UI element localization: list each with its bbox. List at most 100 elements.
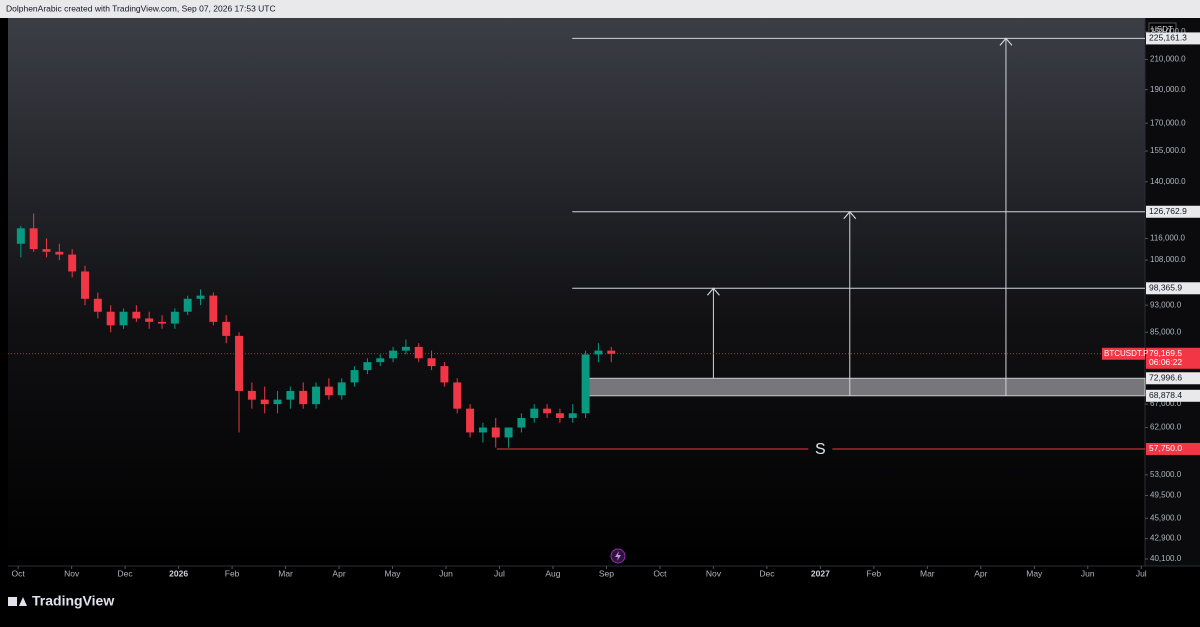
x-tick-label: Aug — [545, 568, 560, 578]
y-tick-label: 45,900.0 — [1150, 513, 1182, 522]
candle-body — [183, 298, 192, 312]
candle-body — [299, 390, 308, 405]
x-tick-label: Sep — [599, 568, 614, 578]
symbol-box — [1102, 347, 1145, 360]
y-tick-label: 62,000.0 — [1150, 423, 1182, 432]
candle-body — [119, 311, 128, 326]
candle-body — [235, 335, 244, 391]
candle-body — [42, 249, 51, 252]
x-tick-label: May — [1026, 568, 1043, 578]
y-tick-label: 140,000.0 — [1150, 177, 1186, 186]
candle-body — [29, 228, 38, 250]
zone-label: 72,996.6 — [1149, 373, 1182, 383]
candle-body — [401, 346, 410, 351]
candle-body — [312, 386, 321, 405]
zone-label: 68,878.4 — [1149, 390, 1182, 400]
logo-mark — [8, 597, 17, 606]
y-tick-label: 230,000.0 — [1150, 27, 1186, 36]
y-tick-label: 67,000.0 — [1150, 399, 1182, 408]
candle-body — [389, 350, 398, 359]
x-tick-label: 2027 — [811, 568, 830, 578]
candle-body — [568, 413, 577, 418]
candle-body — [286, 390, 295, 400]
y-tick-label: 49,500.0 — [1150, 491, 1182, 500]
support-label: 57,750.0 — [1149, 443, 1182, 453]
y-tick-label: 85,000.0 — [1150, 327, 1182, 336]
candle-body — [273, 399, 282, 405]
y-tick-label: 40,100.0 — [1150, 554, 1182, 563]
header-text: DolphenArabic created with TradingView.c… — [6, 3, 276, 13]
candle-body — [196, 295, 205, 299]
zone-label-box — [1146, 389, 1200, 402]
zone — [584, 377, 1146, 397]
currency: USDT — [1151, 25, 1173, 34]
candle-body — [440, 366, 449, 383]
candle-body — [209, 295, 218, 322]
x-tick-label: Apr — [974, 568, 987, 578]
candle-body — [93, 298, 102, 312]
brand: TradingView — [32, 593, 114, 609]
x-tick-label: Jul — [1136, 568, 1147, 578]
x-tick-label: Nov — [64, 568, 80, 578]
candle-body — [68, 254, 77, 272]
target-label: 225,161.3 — [1149, 33, 1187, 43]
plot-area — [8, 18, 1145, 566]
candle-body — [170, 311, 179, 324]
tradingview-logo: TradingView — [8, 593, 114, 609]
candle-body — [158, 321, 167, 324]
y-tick-label: 93,000.0 — [1150, 300, 1182, 309]
candle-body — [530, 408, 539, 418]
candle-body — [427, 358, 436, 367]
candle-body — [491, 427, 500, 438]
x-tick-label: Dec — [759, 568, 775, 578]
y-tick-label: 155,000.0 — [1150, 146, 1186, 155]
support-label-box — [1146, 442, 1200, 455]
target-label-box — [1146, 32, 1200, 45]
candle-body — [517, 417, 526, 428]
header-bar — [0, 0, 1200, 18]
y-tick-label: 116,000.0 — [1150, 234, 1186, 243]
candle-body — [145, 318, 154, 322]
candle-body — [414, 346, 423, 359]
countdown: 06:06:22 — [1149, 357, 1182, 367]
y-tick-label: 210,000.0 — [1150, 55, 1186, 64]
candle-body — [337, 382, 346, 396]
x-tick-label: Mar — [920, 568, 935, 578]
candle-body — [594, 350, 603, 355]
zone-label-box — [1146, 372, 1200, 385]
candle-body — [543, 408, 552, 414]
x-tick-label: 2026 — [169, 568, 188, 578]
candle-body — [376, 358, 385, 363]
candle-body — [55, 251, 64, 255]
candle-body — [81, 271, 89, 299]
candle-body — [132, 311, 141, 319]
target-label-box — [1146, 205, 1200, 218]
events-icon-bolt — [615, 551, 621, 561]
x-tick-label: Feb — [867, 568, 882, 578]
candle-body — [106, 311, 115, 326]
x-tick-label: Oct — [12, 568, 26, 578]
candle-body — [350, 370, 359, 383]
x-tick-label: Jun — [1081, 568, 1095, 578]
candle-body — [478, 427, 487, 433]
candle-body — [453, 382, 462, 409]
x-tick-label: Dec — [118, 568, 134, 578]
candle-body — [504, 427, 513, 438]
candle-body — [260, 399, 269, 405]
candle-body — [324, 386, 333, 396]
x-tick-label: Feb — [225, 568, 240, 578]
last-price-label: 79,169.5 — [1149, 348, 1182, 358]
target-label: 126,762.9 — [1149, 206, 1187, 216]
y-tick-label: 42,900.0 — [1150, 534, 1182, 543]
y-tick-label: 53,000.0 — [1150, 470, 1182, 479]
candle-body — [16, 228, 25, 244]
candle-body — [247, 390, 256, 400]
candle-body — [607, 350, 616, 354]
support-text: S — [815, 441, 826, 458]
y-tick-label: 190,000.0 — [1150, 85, 1186, 94]
logo-mark — [19, 597, 27, 606]
candle-body — [466, 408, 475, 433]
candle-body — [581, 354, 590, 414]
last-price-box — [1146, 347, 1200, 369]
